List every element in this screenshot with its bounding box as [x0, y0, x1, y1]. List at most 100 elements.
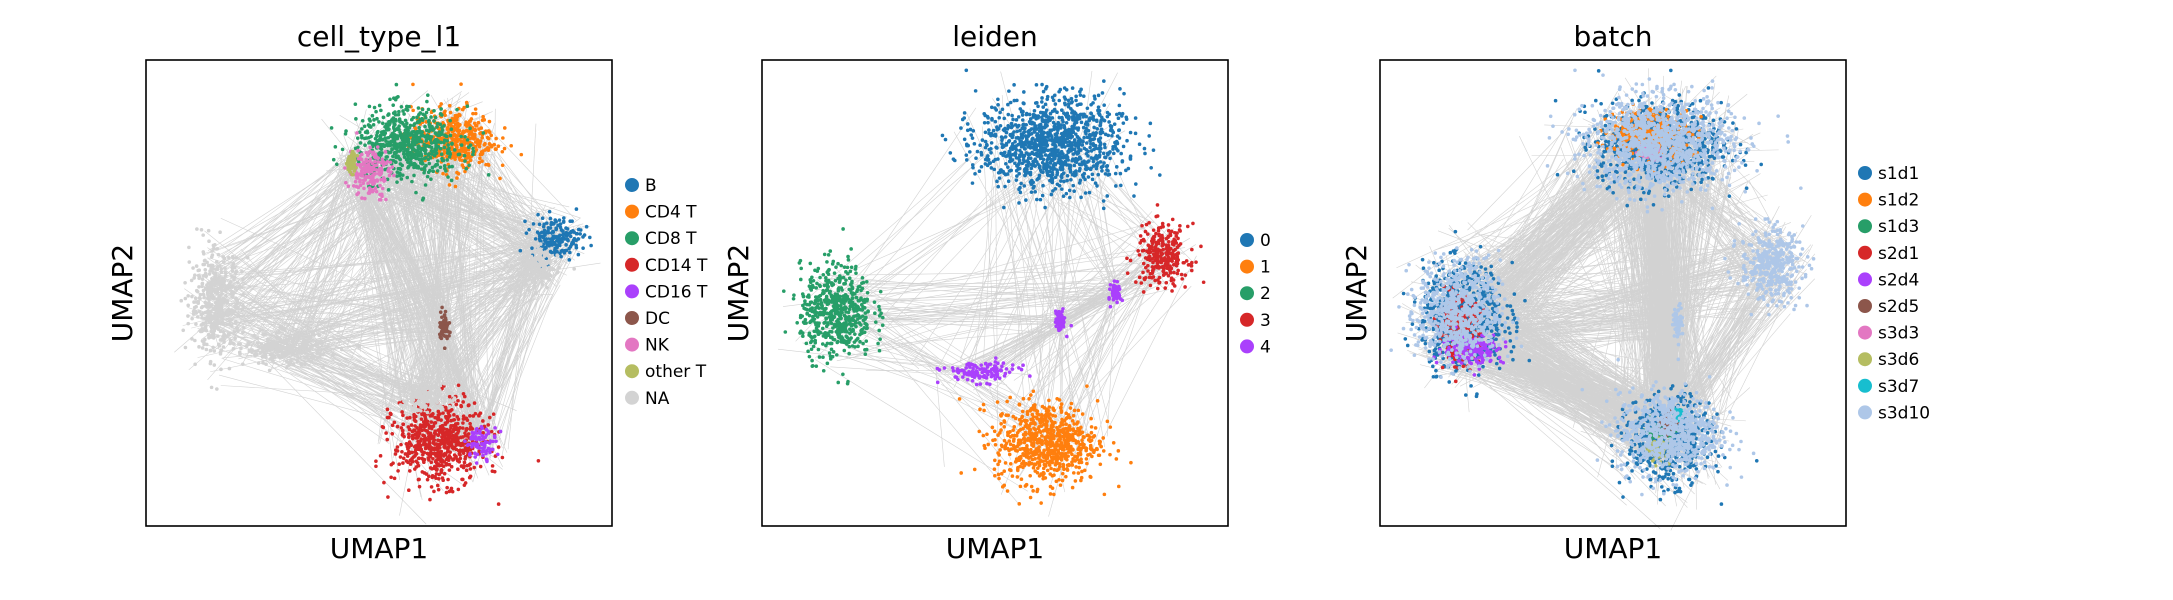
data-point [199, 323, 204, 327]
paga-edge [228, 235, 564, 329]
data-point [414, 375, 418, 380]
paga-edge [366, 176, 416, 459]
data-point [379, 171, 384, 175]
data-point [432, 153, 437, 158]
data-point [1142, 146, 1147, 151]
data-point [227, 366, 232, 371]
data-point [501, 136, 505, 140]
data-point [445, 485, 449, 490]
data-point [264, 355, 268, 359]
paga-edge [219, 326, 444, 442]
paga-edge [419, 134, 492, 399]
data-point [489, 133, 494, 138]
paga-edge [376, 193, 528, 233]
data-point [467, 403, 471, 407]
paga-edge [286, 249, 542, 359]
data-point [407, 451, 412, 455]
data-point [426, 119, 431, 124]
data-point [421, 425, 426, 429]
data-point [498, 176, 502, 181]
data-point [452, 436, 457, 441]
data-point [443, 452, 448, 457]
data-point [417, 431, 422, 435]
data-point [455, 170, 459, 175]
paga-edge [303, 185, 443, 351]
series-cd14-t [374, 383, 541, 506]
data-point [194, 322, 198, 326]
data-point [982, 111, 987, 116]
paga-edge [289, 165, 417, 349]
paga-edge [433, 135, 451, 403]
data-point [237, 350, 242, 355]
data-point [962, 137, 967, 142]
data-point [410, 459, 415, 464]
data-point [526, 272, 530, 277]
data-point [429, 420, 434, 424]
paga-edge [441, 159, 454, 443]
data-point [557, 218, 562, 222]
data-point [360, 196, 364, 200]
data-point [391, 103, 396, 107]
data-point [486, 162, 490, 167]
data-point [187, 260, 192, 264]
data-point [442, 381, 447, 386]
data-point [538, 242, 543, 246]
paga-edge [355, 166, 415, 465]
data-point [407, 386, 412, 391]
data-point [240, 362, 245, 366]
data-point [1065, 178, 1069, 183]
data-point [1006, 179, 1011, 184]
data-point [420, 161, 425, 166]
data-point [456, 417, 461, 421]
paga-edge [477, 233, 529, 454]
data-point [267, 368, 272, 373]
x-axis-label: UMAP1 [330, 532, 429, 565]
paga-edge [425, 137, 435, 390]
data-point [402, 386, 407, 391]
data-point [478, 152, 483, 157]
data-point [386, 168, 390, 173]
paga-edge [398, 148, 485, 448]
data-point [429, 399, 433, 403]
data-point [491, 439, 495, 444]
data-point [397, 462, 401, 467]
data-point [410, 436, 415, 441]
data-point [532, 278, 536, 283]
data-point [481, 114, 485, 119]
data-point [430, 426, 434, 431]
data-point [529, 265, 534, 269]
data-point [206, 332, 211, 337]
data-point [997, 176, 1002, 180]
data-point [379, 147, 384, 151]
data-point [406, 445, 411, 450]
data-point [589, 243, 593, 248]
data-point [476, 139, 480, 144]
data-point [408, 469, 412, 473]
data-point [1091, 101, 1095, 105]
data-point [502, 126, 507, 130]
data-point [406, 425, 411, 429]
paga-edge [268, 350, 434, 428]
data-point [399, 104, 404, 109]
data-point [261, 332, 265, 337]
data-point [454, 402, 459, 407]
data-point [461, 421, 465, 425]
data-point [410, 429, 415, 434]
data-point [427, 129, 431, 134]
paga-edge [215, 284, 517, 411]
data-point [1117, 103, 1122, 108]
paga-edge [411, 143, 503, 449]
paga-edge [457, 141, 463, 432]
data-point [428, 453, 432, 457]
data-point [442, 164, 447, 168]
data-point [406, 160, 410, 164]
data-point [264, 345, 268, 349]
data-point [555, 253, 559, 258]
data-point [187, 245, 191, 250]
data-point [411, 138, 416, 143]
data-point [1077, 181, 1082, 185]
paga-edge [445, 204, 547, 428]
data-point [282, 351, 287, 356]
data-point [466, 442, 471, 447]
data-point [442, 400, 447, 404]
